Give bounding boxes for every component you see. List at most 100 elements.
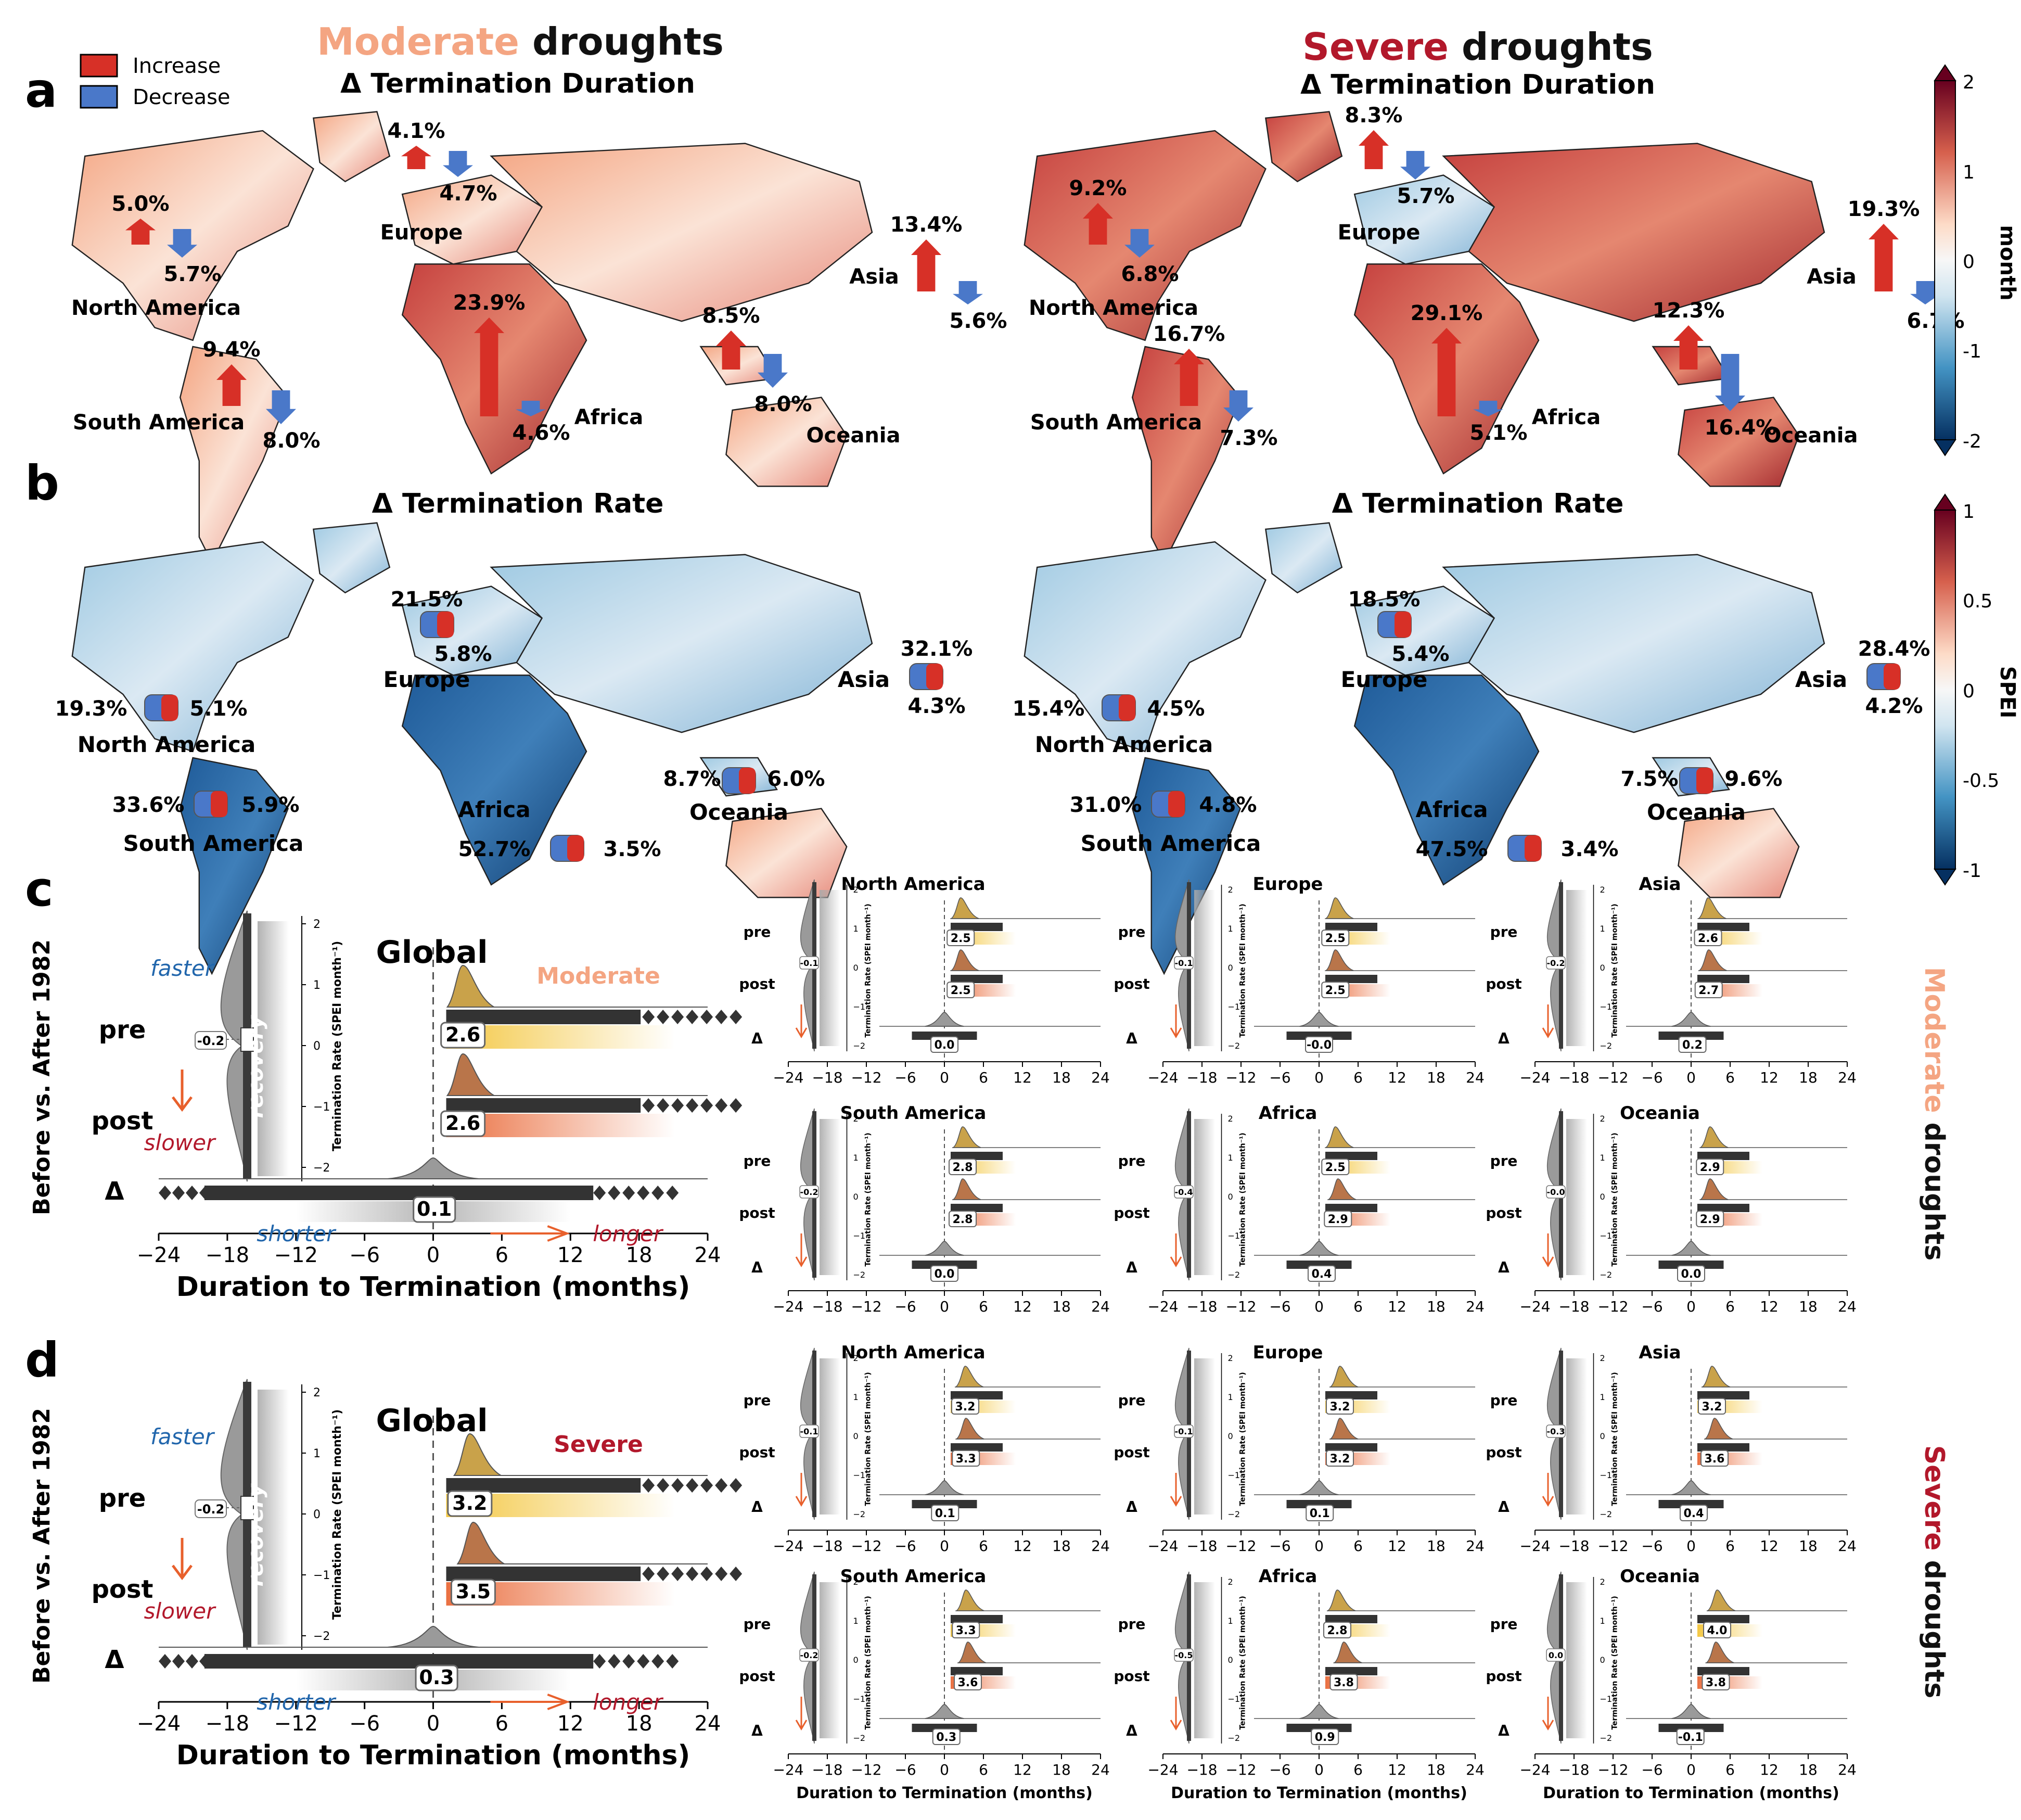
outlier-post: [730, 1567, 743, 1581]
row-label-pre: pre: [1490, 1152, 1518, 1169]
region-label: Africa: [1532, 405, 1601, 429]
x-tick-label: −24: [1147, 1069, 1178, 1086]
region-label: Europe: [1338, 221, 1421, 245]
row-label-pre: pre: [1490, 923, 1518, 940]
rate-tick-label: 1: [853, 1392, 859, 1402]
ridge-delta: [387, 1157, 479, 1179]
rate-pill-increase: [1884, 664, 1900, 690]
outlier-delta: [637, 1186, 650, 1200]
outlier-delta: [226, 1186, 239, 1200]
continent-af: [1353, 674, 1540, 886]
regional-panel: −24 −18 −12 −6 0 6 12 18 24 Europe pre post Δ -0.1 2 1 0…: [1114, 1342, 1484, 1555]
row-label-pre: pre: [744, 1615, 771, 1633]
rate-tick-label: −1: [1600, 1002, 1613, 1012]
median-box-delta: [931, 1505, 960, 1521]
rate-pill-increase: [211, 791, 227, 817]
rate-tick-label: −2: [313, 1630, 330, 1643]
ridge-delta: [1671, 1480, 1711, 1495]
x-tick-label: 6: [1353, 1761, 1363, 1778]
outlier-post: [686, 1567, 699, 1581]
rate-median-box: [799, 1424, 819, 1438]
strip-delta: [1658, 1032, 1724, 1040]
median-box-pre: [946, 930, 975, 946]
rate-tick-label: −2: [1228, 1041, 1240, 1051]
decrease-percent: 6.8%: [1121, 262, 1179, 286]
row-label-pre: pre: [99, 1484, 146, 1513]
rate-median-box: [799, 1185, 819, 1199]
rate-median-label: -0.0: [1547, 1187, 1565, 1197]
median-label-delta: 0.2: [1682, 1039, 1703, 1052]
x-tick-label: −24: [137, 1712, 181, 1736]
rate-pill-increase: [1525, 835, 1541, 861]
outlier-post: [642, 1098, 655, 1113]
map-rate-severe: [1024, 522, 1825, 975]
region-title: Africa: [1259, 1103, 1318, 1124]
x-tick-label: 12: [1388, 1761, 1406, 1778]
median-label-delta: 0.3: [419, 1666, 454, 1689]
median-box-post: [1702, 1674, 1730, 1690]
rate-tick-label: 1: [1228, 1153, 1233, 1163]
rate-pill-increase: [437, 612, 454, 638]
down-arrow: [1170, 1697, 1182, 1730]
median-label-pre: 3.2: [452, 1492, 487, 1514]
ridge-delta: [387, 1625, 479, 1648]
region-label: South America: [1081, 831, 1261, 856]
x-tick-label: 18: [1799, 1537, 1818, 1555]
rate-axis-title: Termination Rate (SPEI month⁻¹): [864, 1372, 873, 1506]
median-box-delta: [1678, 1036, 1707, 1053]
x-tick-label: 6: [1353, 1537, 1363, 1555]
outlier-pre: [715, 1010, 728, 1024]
row-label-pre: pre: [99, 1015, 146, 1045]
median-box-post: [952, 1450, 980, 1467]
region-label: Africa: [574, 405, 644, 429]
rate-increase-percent: 9.6%: [1725, 767, 1783, 791]
colorbar-a-cap-top: [1934, 64, 1956, 81]
increase-arrow: [125, 219, 156, 245]
down-arrow: [795, 1473, 808, 1507]
x-tick-label: 6: [979, 1761, 988, 1778]
ridge-pre: [1699, 1126, 1729, 1148]
x-tick-label: 12: [1388, 1298, 1406, 1315]
median-box-pre: [1698, 1398, 1726, 1415]
x-tick-label: 12: [1760, 1537, 1779, 1555]
row-label-pre: pre: [1490, 1615, 1518, 1633]
ridge-delta: [925, 1704, 964, 1719]
decrease-arrow: [758, 354, 788, 388]
x-tick-label: 6: [495, 1712, 508, 1736]
rate-axis-title: Termination Rate (SPEI month⁻¹): [1611, 1596, 1619, 1729]
region-title: Asia: [1639, 1342, 1681, 1363]
outlier-pre: [642, 1010, 655, 1024]
row-label-pre: pre: [1118, 1152, 1146, 1169]
outlier-delta: [199, 1186, 212, 1200]
outlier-delta: [186, 1186, 198, 1200]
median-label-post: 2.9: [1328, 1213, 1348, 1226]
outlier-delta: [666, 1654, 679, 1669]
rate-tick-label: −2: [853, 1270, 866, 1280]
longer-arrow: [490, 1225, 570, 1242]
strip-pre: [951, 923, 1003, 931]
rate-rain: [1194, 890, 1215, 1046]
rate-decrease-percent: 18.5%: [1348, 588, 1421, 612]
x-tick-label: 6: [1725, 1069, 1735, 1086]
decrease-arrow: [1400, 151, 1430, 180]
median-label-delta: -0.0: [1307, 1039, 1332, 1052]
ridge-pre: [955, 1589, 984, 1611]
outlier-post: [657, 1098, 670, 1113]
median-box-pre: [1696, 1159, 1724, 1175]
x-tick-label: 12: [1013, 1537, 1032, 1555]
subtitle-duration-severe: Δ Termination Duration: [1300, 69, 1655, 100]
strip-pre: [1697, 923, 1749, 931]
x-tick-label: 6: [1725, 1537, 1735, 1555]
rate-decrease-percent: 21.5%: [391, 588, 463, 612]
rate-tick-label: 0: [1228, 1655, 1233, 1665]
continent-asia: [1442, 143, 1825, 322]
regional-panel: −24 −18 −12 −6 0 6 12 18 24 Europe pre post Δ -0.1 2 1 0…: [1114, 874, 1484, 1086]
region-label: Oceania: [806, 424, 900, 448]
down-arrow: [172, 1070, 193, 1112]
decrease-arrow: [1910, 281, 1940, 304]
rate-tick-label: 2: [1600, 1114, 1605, 1124]
increase-percent: 16.7%: [1153, 322, 1225, 346]
x-tick-label: 0: [1686, 1761, 1696, 1778]
outlier-pre: [671, 1010, 684, 1024]
